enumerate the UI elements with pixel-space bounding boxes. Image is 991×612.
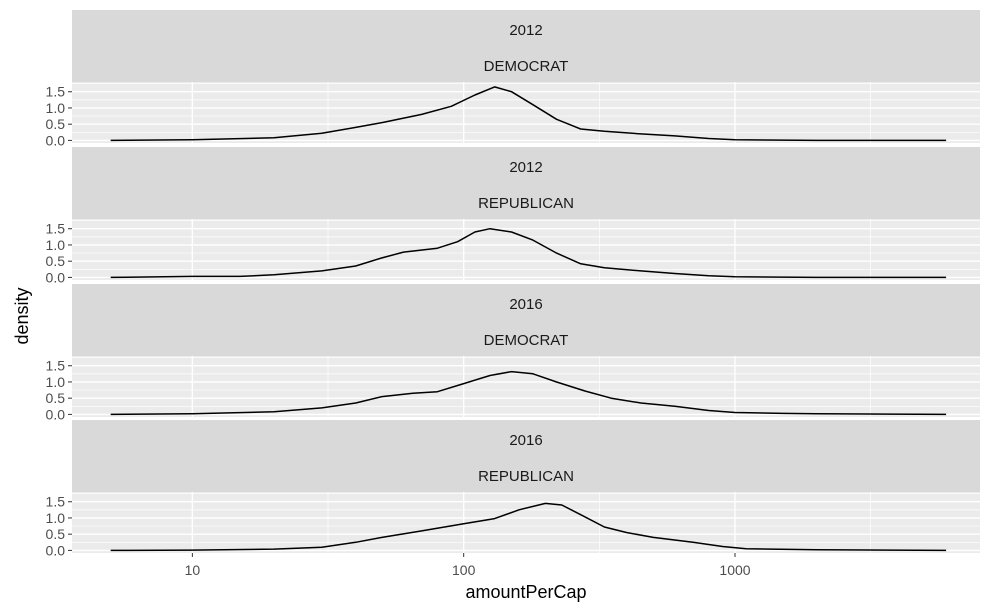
facet-strip-year-1: 2012: [509, 159, 542, 176]
y-tick-label-1-2: 1.0: [46, 237, 66, 253]
y-tick-label-2-0: 0.0: [46, 406, 66, 422]
y-tick-label-3-3: 1.5: [46, 494, 66, 510]
facet-strip-0: [72, 10, 980, 82]
facet-strip-year-3: 2016: [509, 432, 542, 449]
y-tick-label-0-2: 1.0: [46, 100, 66, 116]
y-tick-label-1-0: 0.0: [46, 269, 66, 285]
y-axis-title: density: [12, 287, 32, 344]
y-tick-label-3-2: 1.0: [46, 510, 66, 526]
facet-strip-party-0: DEMOCRAT: [484, 58, 569, 75]
facet-strip-2: [72, 284, 980, 356]
density-line-0: [110, 86, 947, 142]
facet-strip-year-0: 2012: [509, 22, 542, 39]
y-tick-label-2-3: 1.5: [46, 358, 66, 374]
x-tick-label-2: 1000: [719, 562, 750, 578]
y-tick-label-2-2: 1.0: [46, 374, 66, 390]
density-line-3: [110, 502, 947, 552]
y-tick-label-1-3: 1.5: [46, 221, 66, 237]
x-tick-label-1: 100: [452, 562, 476, 578]
y-tick-label-0-1: 0.5: [46, 116, 66, 132]
facet-strip-party-3: REPUBLICAN: [478, 468, 574, 485]
y-tick-label-0-0: 0.0: [46, 132, 66, 148]
density-line-2: [110, 370, 947, 416]
facet-strip-party-1: REPUBLICAN: [478, 195, 574, 212]
facet-strip-party-2: DEMOCRAT: [484, 332, 569, 349]
y-tick-label-0-3: 1.5: [46, 84, 66, 100]
x-tick-label-0: 10: [185, 562, 201, 578]
y-tick-label-3-0: 0.0: [46, 542, 66, 558]
x-axis-title: amountPerCap: [465, 582, 586, 602]
y-tick-label-3-1: 0.5: [46, 526, 66, 542]
facet-strip-1: [72, 147, 980, 219]
facet-strip-year-2: 2016: [509, 296, 542, 313]
y-tick-label-1-1: 0.5: [46, 253, 66, 269]
density-line-1: [110, 227, 947, 279]
facet-strip-3: [72, 420, 980, 492]
y-tick-label-2-1: 0.5: [46, 390, 66, 406]
